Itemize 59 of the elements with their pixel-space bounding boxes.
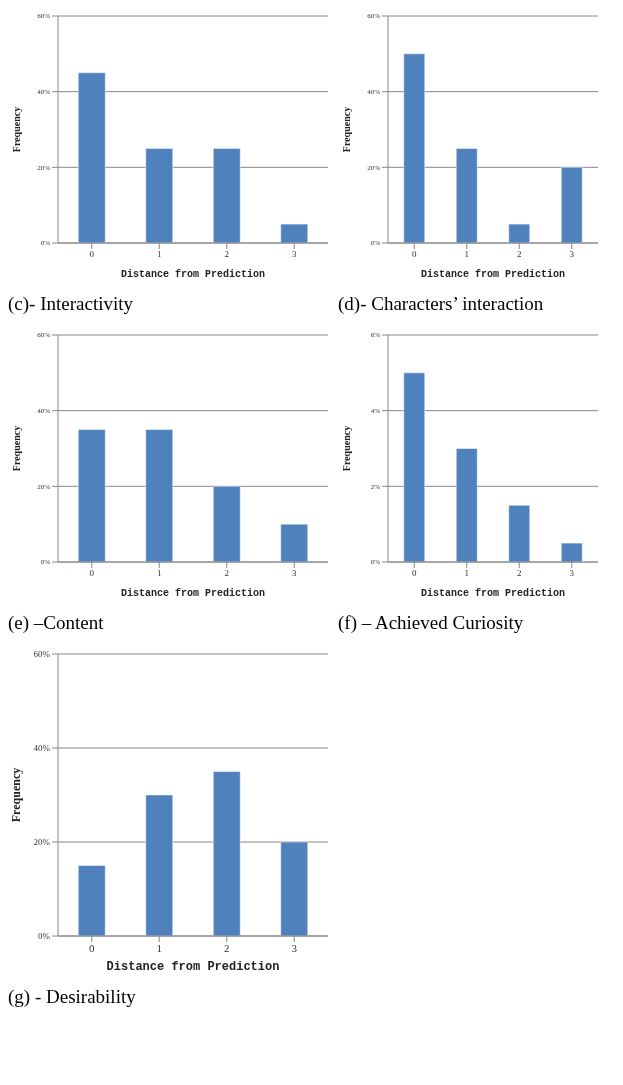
y-axis-title: Frequency (10, 425, 22, 472)
y-tick-label: 40% (33, 743, 51, 754)
bar (508, 223, 530, 243)
bar (561, 167, 583, 243)
bar (213, 148, 241, 243)
x-tick-label: 2 (224, 941, 230, 954)
x-axis-title: Distance from Prediction (120, 588, 266, 599)
bar (145, 794, 173, 936)
bar (561, 542, 583, 562)
x-tick-label: 0 (89, 568, 95, 579)
y-axis-title: Frequency (340, 106, 352, 153)
y-tick-label: 60% (33, 649, 51, 660)
y-axis-title: Frequency (340, 425, 352, 472)
x-axis-title: Distance from Prediction (420, 269, 566, 280)
x-tick-label: 1 (464, 249, 469, 260)
x-tick-label: 3 (569, 568, 575, 579)
x-tick-label: 1 (157, 249, 162, 260)
text: (e) –Content (8, 612, 105, 634)
x-axis-title: Distance from Prediction (106, 960, 280, 974)
y-axis-title: Frequency (10, 106, 22, 153)
text: (d)- Characters’ interaction (338, 293, 545, 315)
bar (280, 223, 308, 243)
bar (280, 841, 308, 936)
x-tick-label: 2 (517, 249, 522, 260)
x-tick-label: 3 (292, 249, 297, 260)
bar (213, 771, 241, 936)
x-tick-label: 2 (517, 568, 522, 579)
x-tick-label: 3 (569, 249, 575, 260)
bar (78, 865, 106, 936)
bar (456, 148, 478, 243)
x-tick-label: 2 (224, 568, 229, 579)
bar (78, 429, 106, 562)
x-tick-label: 0 (412, 249, 417, 260)
bar (403, 53, 425, 243)
bar (280, 523, 308, 562)
y-tick-label: 0% (38, 931, 51, 942)
x-tick-label: 3 (291, 941, 298, 954)
bar (403, 372, 425, 562)
text: (c)- Interactivity (8, 293, 134, 315)
y-axis-title: Frequency (9, 767, 24, 823)
x-tick-label: 0 (89, 941, 95, 954)
x-tick-label: 1 (464, 568, 469, 579)
x-axis-title: Distance from Prediction (420, 588, 566, 599)
text: (f) – Achieved Curiosity (338, 612, 525, 634)
x-tick-label: 1 (157, 568, 162, 579)
x-tick-label: 3 (292, 568, 297, 579)
bar (145, 148, 173, 243)
text: (g) - Desirability (8, 986, 137, 1008)
bar (145, 429, 173, 562)
bar (456, 448, 478, 562)
x-tick-label: 0 (412, 568, 417, 579)
bar (78, 72, 106, 243)
x-tick-label: 0 (89, 249, 95, 260)
x-axis-title: Distance from Prediction (120, 269, 266, 280)
y-tick-label: 20% (33, 837, 51, 848)
x-tick-label: 2 (224, 249, 229, 260)
bar (213, 486, 241, 562)
x-tick-label: 1 (156, 941, 162, 954)
bar (508, 505, 530, 562)
